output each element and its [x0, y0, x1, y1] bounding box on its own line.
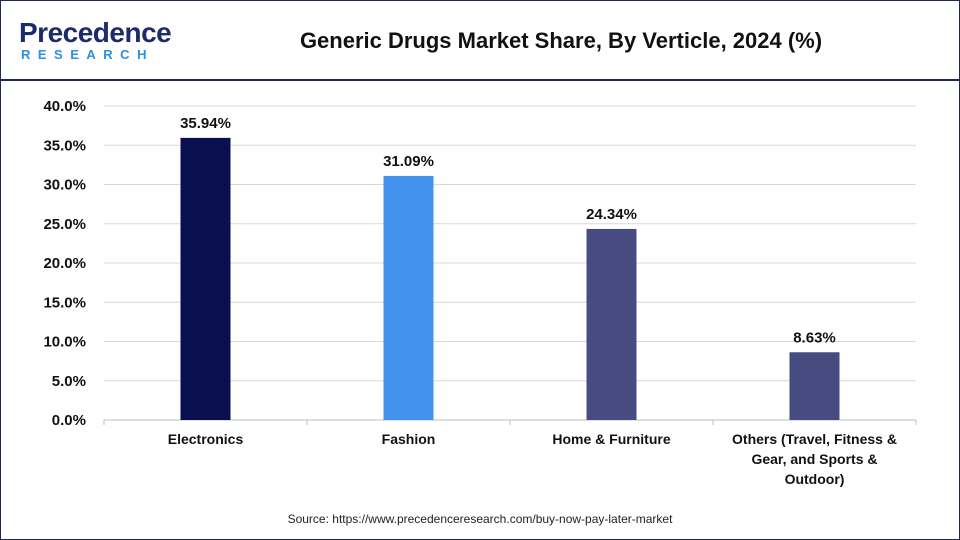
y-tick-label: 30.0%	[43, 177, 86, 194]
data-label: 24.34%	[586, 206, 637, 223]
grid-lines	[103, 105, 917, 425]
category-labels: Electronics Fashion Home & Furniture Others…	[168, 431, 897, 487]
bar-chart: 0.0% 5.0% 10.0% 15.0% 20.0% 25.0% 30.0% 35.0% 40…	[43, 98, 917, 487]
bar	[180, 137, 231, 420]
x-category-label: Electronics	[168, 431, 244, 447]
bar	[789, 352, 840, 420]
precedence-research-logo: Precedence RESEARCH	[19, 17, 172, 65]
data-label: 31.09%	[383, 153, 434, 170]
y-tick-label: 25.0%	[43, 216, 86, 233]
bar	[383, 175, 434, 420]
y-tick-label: 15.0%	[43, 294, 86, 311]
logo-name-top: Precedence	[19, 17, 172, 48]
logo-name-bottom: RESEARCH	[21, 47, 154, 62]
chart-title: Generic Drugs Market Share, By Verticle,…	[299, 28, 823, 53]
x-category-label: Home & Furniture	[552, 431, 670, 447]
y-tick-label: 0.0%	[52, 412, 86, 429]
x-category-label: Outdoor)	[785, 471, 845, 487]
data-label: 35.94%	[180, 115, 231, 132]
data-labels: 35.94% 31.09% 24.34% 8.63%	[180, 115, 836, 346]
bars	[180, 137, 840, 420]
y-tick-label: 35.0%	[43, 137, 86, 154]
source-note: Source: https://www.precedenceresearch.c…	[287, 512, 673, 526]
bar	[586, 228, 637, 420]
x-category-label: Fashion	[382, 431, 436, 447]
y-axis-ticks: 0.0% 5.0% 10.0% 15.0% 20.0% 25.0% 30.0% 35.0% 40…	[43, 98, 86, 429]
header: Precedence RESEARCH Generic Drugs Market…	[1, 1, 959, 81]
y-tick-label: 5.0%	[52, 373, 86, 390]
y-tick-label: 10.0%	[43, 334, 86, 351]
x-category-label: Others (Travel, Fitness &	[732, 431, 897, 447]
y-tick-label: 20.0%	[43, 255, 86, 272]
x-category-label: Gear, and Sports &	[751, 451, 877, 467]
data-label: 8.63%	[793, 329, 836, 346]
y-tick-label: 40.0%	[43, 98, 86, 115]
